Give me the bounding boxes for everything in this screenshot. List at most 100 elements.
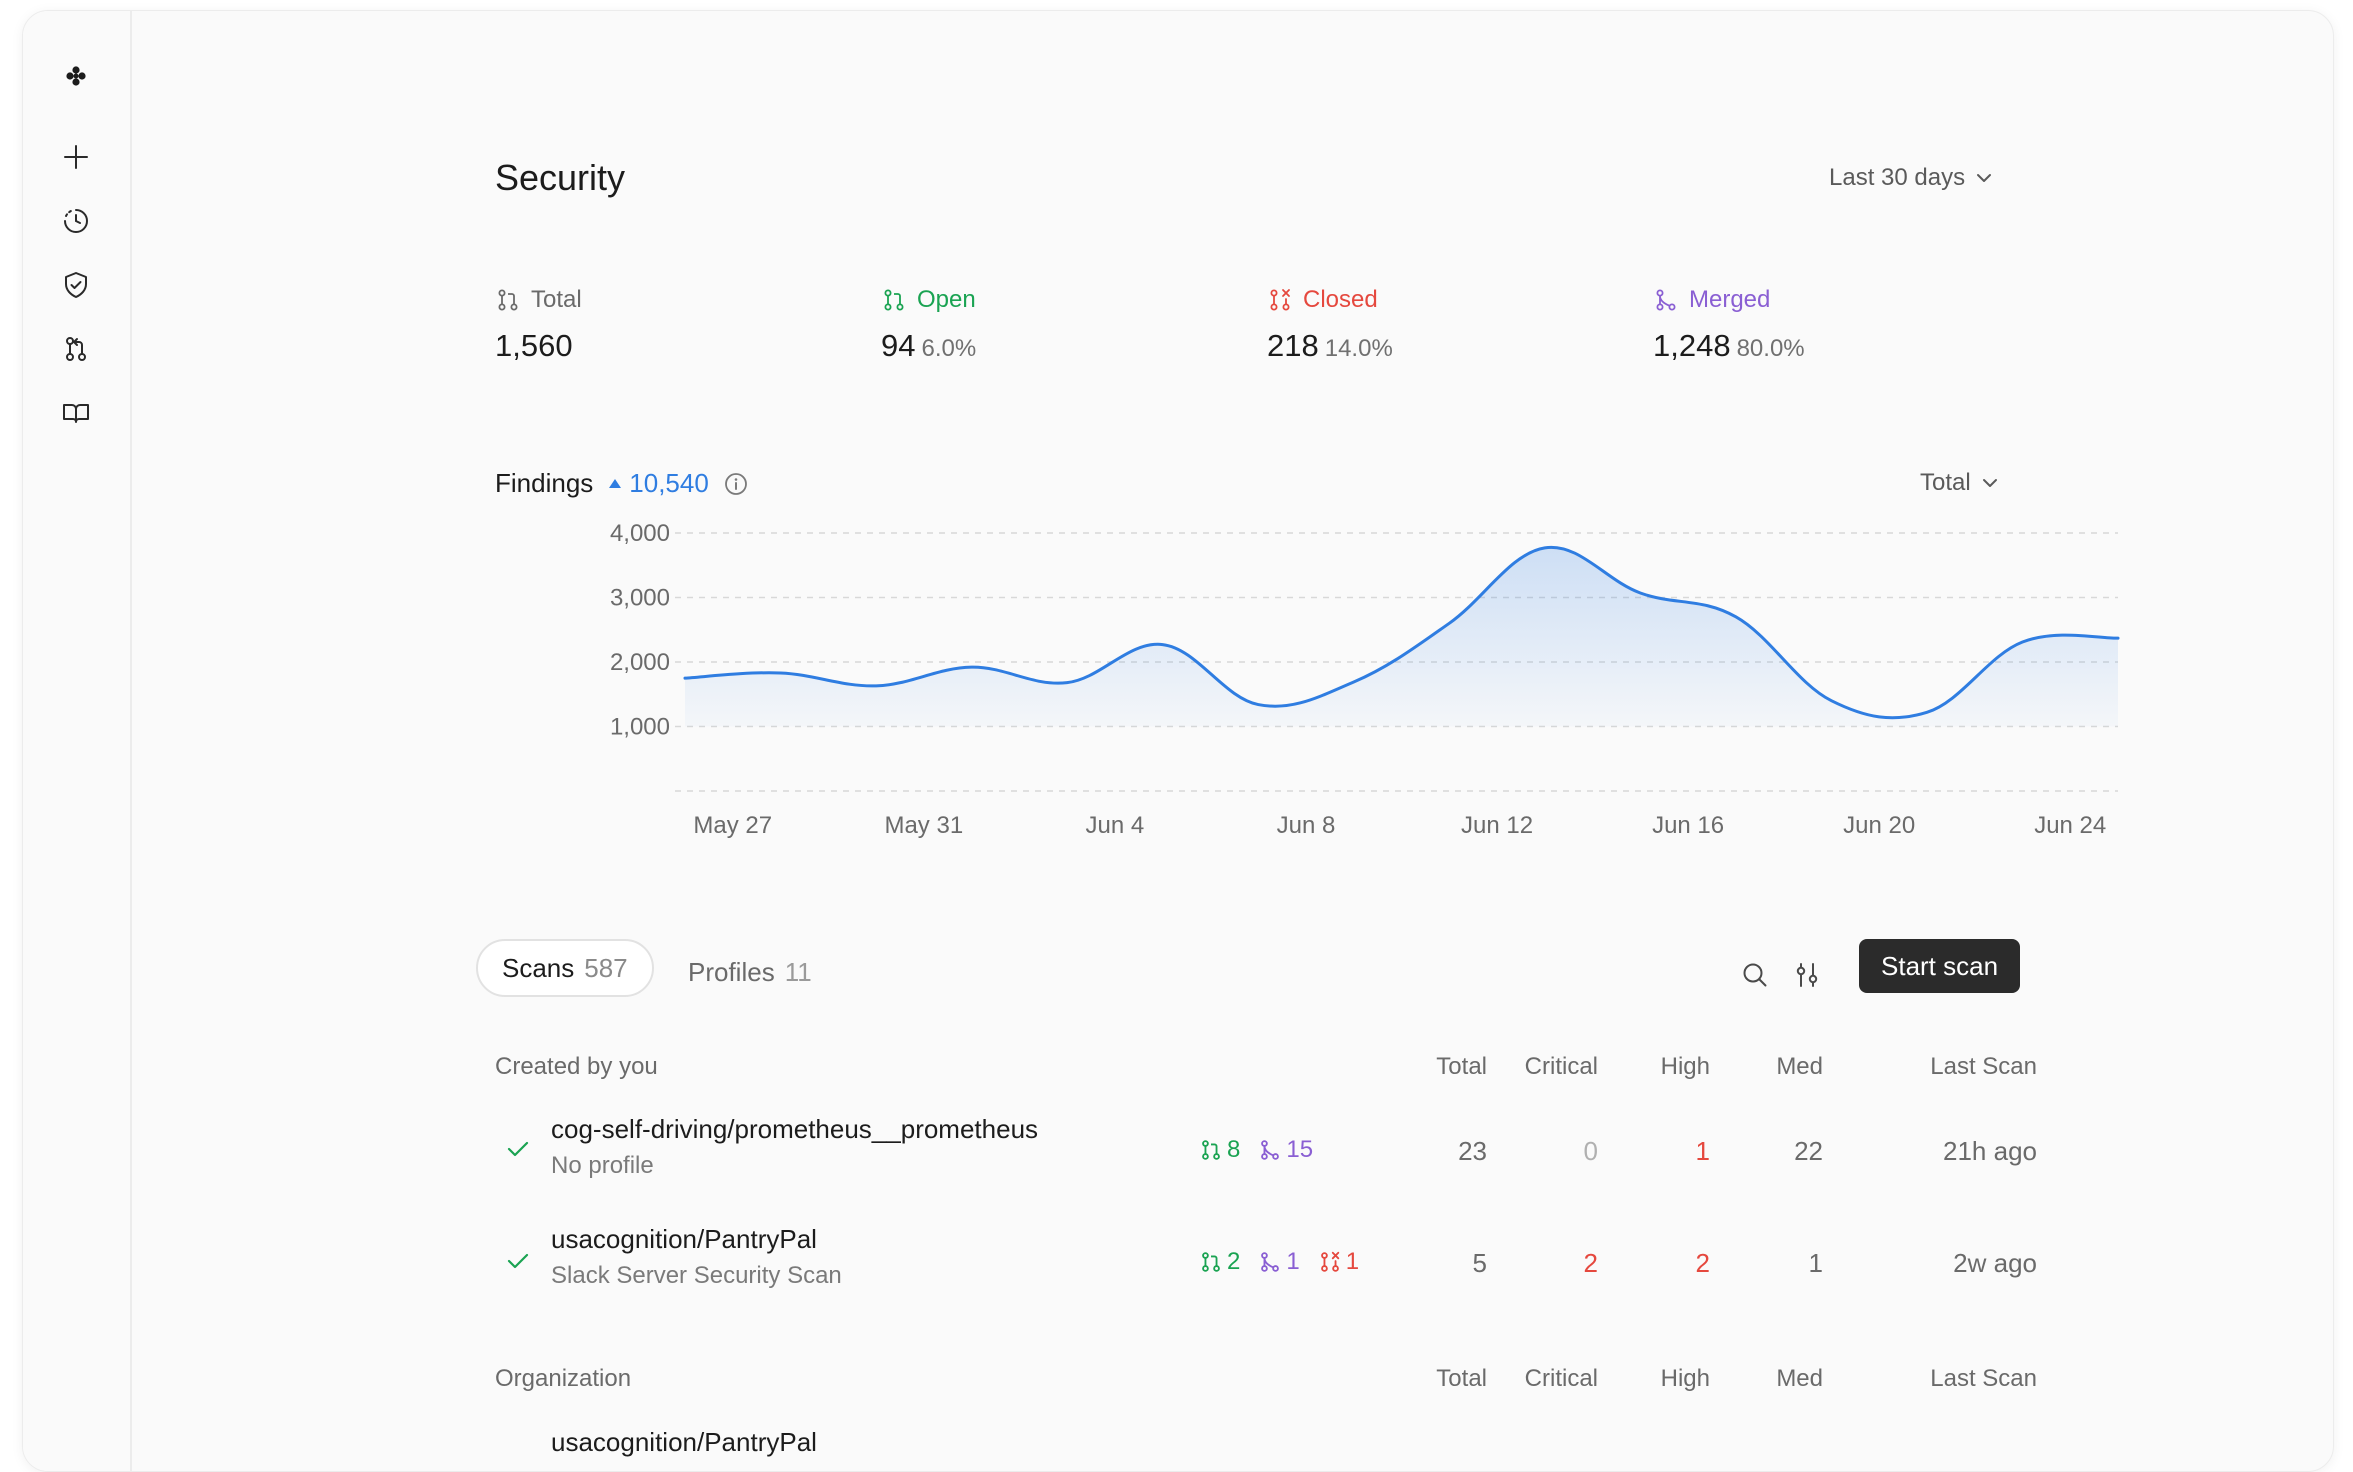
- merge-icon: [1261, 1140, 1280, 1160]
- findings-label: Findings: [495, 468, 594, 498]
- sidebar: [23, 11, 132, 1471]
- stat-merged: Merged 1,248 80.0%: [1653, 286, 1805, 364]
- col-last-scan[interactable]: Last Scan: [1930, 1053, 2037, 1080]
- repo-profile: No profile: [551, 1152, 654, 1179]
- stat-closed-label: Closed: [1267, 286, 1393, 314]
- logo-icon[interactable]: [61, 61, 91, 91]
- col-critical[interactable]: Critical: [1524, 1365, 1598, 1392]
- x-tick-label: Jun 24: [2034, 812, 2106, 839]
- search-icon[interactable]: [1738, 958, 1772, 992]
- table-row[interactable]: usacognition/PantryPal Slack Server Secu…: [495, 1218, 2040, 1298]
- date-range-selector[interactable]: Last 30 days: [1829, 164, 1995, 192]
- col-high[interactable]: High: [1660, 1053, 1710, 1080]
- repo-name[interactable]: cog-self-driving/prometheus__prometheus: [551, 1114, 1039, 1144]
- merged-pr-badge: 1: [1258, 1248, 1300, 1276]
- x-tick-label: May 27: [693, 812, 772, 839]
- table-row[interactable]: cog-self-driving/prometheus__prometheus …: [495, 1106, 2040, 1186]
- pr-badges: 2 1 1: [1199, 1248, 1377, 1276]
- stat-closed-pct: 14.0%: [1324, 335, 1393, 362]
- open-pr-badge: 8: [1199, 1136, 1240, 1164]
- pull-request-closed-icon: [1270, 289, 1290, 311]
- shield-icon[interactable]: [61, 270, 91, 300]
- repo-name[interactable]: usacognition/PantryPal: [551, 1427, 817, 1457]
- col-total[interactable]: Total: [1436, 1053, 1487, 1080]
- open-pr-badge: 2: [1199, 1248, 1240, 1276]
- y-tick-label: 3,000: [610, 585, 670, 612]
- stat-open-value: 94: [881, 328, 916, 363]
- cell-high: 1: [1695, 1136, 1710, 1166]
- col-last-scan[interactable]: Last Scan: [1930, 1365, 2037, 1392]
- repo-profile: Slack Server Security Scan: [551, 1262, 842, 1289]
- check-icon: [507, 1141, 529, 1157]
- cell-med: 22: [1794, 1136, 1823, 1166]
- col-critical[interactable]: Critical: [1524, 1053, 1598, 1080]
- tab-profiles[interactable]: Profiles 11: [688, 957, 812, 988]
- x-tick-label: Jun 16: [1652, 812, 1724, 839]
- tab-profiles-label: Profiles: [688, 957, 775, 987]
- stat-merged-label: Merged: [1653, 286, 1805, 314]
- section-title-mine: Created by you: [495, 1053, 658, 1080]
- stat-closed-value: 218: [1267, 328, 1319, 363]
- chevron-down-icon: [1977, 174, 1992, 182]
- tab-profiles-count: 11: [784, 957, 812, 987]
- history-icon[interactable]: [61, 206, 91, 236]
- check-icon: [507, 1253, 529, 1269]
- section-title-org: Organization: [495, 1365, 632, 1392]
- pull-request-open-icon: [1202, 1140, 1220, 1160]
- book-icon[interactable]: [61, 398, 91, 428]
- info-icon[interactable]: [723, 471, 749, 497]
- main-content: Security Last 30 days Total 1,560 Open 9…: [130, 11, 2333, 1471]
- stat-open: Open 94 6.0%: [881, 286, 976, 364]
- cell-critical: 2: [1583, 1248, 1598, 1278]
- stat-open-pct: 6.0%: [921, 335, 977, 362]
- findings-line: [683, 545, 2120, 720]
- filter-sliders-icon[interactable]: [1790, 958, 1824, 992]
- stat-closed: Closed 218 14.0%: [1267, 286, 1393, 364]
- stat-merged-value: 1,248: [1653, 328, 1731, 363]
- col-med[interactable]: Med: [1776, 1365, 1823, 1392]
- col-high[interactable]: High: [1660, 1365, 1710, 1392]
- cell-med: 1: [1808, 1248, 1823, 1278]
- pull-request-open-icon: [884, 289, 904, 311]
- cell-total: 5: [1472, 1248, 1487, 1278]
- app-window: Security Last 30 days Total 1,560 Open 9…: [22, 10, 2334, 1472]
- plus-icon[interactable]: [61, 142, 91, 172]
- tab-scans-count: 587: [584, 952, 628, 983]
- y-tick-label: 2,000: [610, 649, 670, 676]
- cell-last-scan: 2w ago: [1953, 1248, 2037, 1278]
- pull-request-icon: [498, 289, 518, 311]
- tab-scans[interactable]: Scans 587: [476, 939, 654, 997]
- stat-total-label: Total: [495, 286, 582, 314]
- repo-name[interactable]: usacognition/PantryPal: [551, 1224, 817, 1254]
- x-tick-label: Jun 12: [1461, 812, 1533, 839]
- series-selector-label: Total: [1920, 469, 1971, 496]
- cell-total: 23: [1458, 1136, 1487, 1166]
- merged-pr-badge: 15: [1258, 1136, 1313, 1164]
- col-med[interactable]: Med: [1776, 1053, 1823, 1080]
- pull-request-closed-icon: [1320, 1251, 1339, 1272]
- start-scan-button[interactable]: Start scan: [1859, 939, 2021, 993]
- col-total[interactable]: Total: [1436, 1365, 1487, 1392]
- cell-high: 2: [1695, 1248, 1710, 1278]
- y-tick-label: 1,000: [610, 714, 670, 741]
- merge-icon: [1261, 1252, 1280, 1272]
- pull-request-open-icon: [1202, 1252, 1220, 1272]
- chevron-down-icon: [1982, 479, 1997, 487]
- x-tick-label: May 31: [884, 812, 963, 839]
- findings-header: Findings 10,540: [495, 468, 749, 499]
- findings-area: [685, 547, 2118, 727]
- date-range-label: Last 30 days: [1829, 164, 1966, 191]
- findings-trend: 10,540: [607, 468, 709, 499]
- pr-badges: 8 15: [1199, 1136, 1331, 1164]
- x-tick-label: Jun 20: [1843, 812, 1915, 839]
- cell-critical: 0: [1583, 1136, 1598, 1166]
- series-selector[interactable]: Total: [1920, 469, 2001, 497]
- findings-trend-value: 10,540: [629, 468, 709, 498]
- stat-total-value: 1,560: [495, 328, 573, 363]
- stat-open-label: Open: [881, 286, 976, 314]
- trend-up-icon: [609, 478, 622, 488]
- pull-request-icon[interactable]: [61, 334, 91, 364]
- stat-merged-pct: 80.0%: [1736, 335, 1805, 362]
- stat-total: Total 1,560: [495, 286, 582, 364]
- tab-scans-label: Scans: [502, 952, 575, 983]
